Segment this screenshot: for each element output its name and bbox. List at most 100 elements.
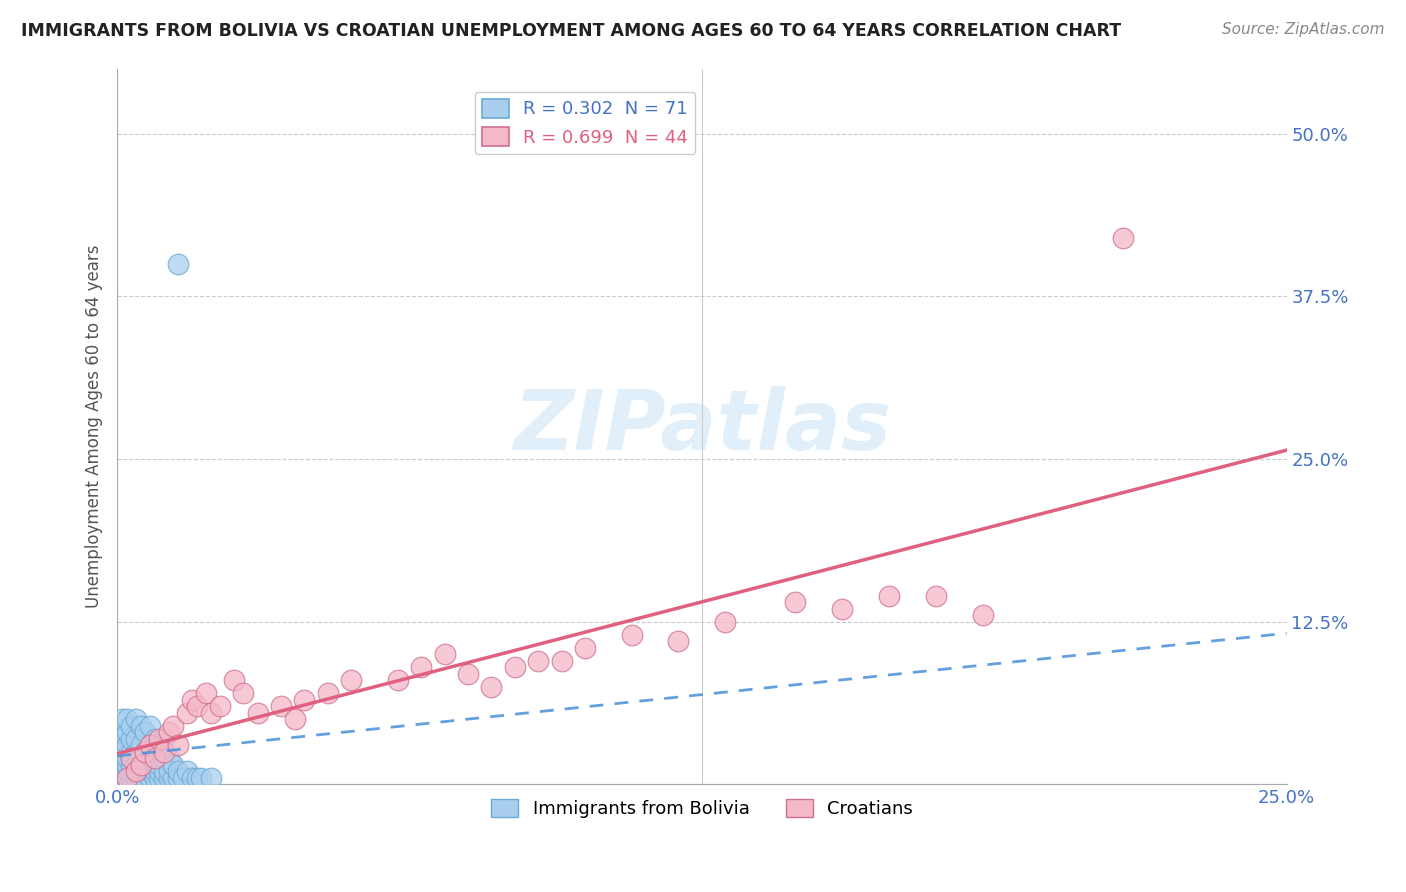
Point bbox=[129, 758, 152, 772]
Point bbox=[340, 673, 363, 688]
Point bbox=[148, 739, 170, 753]
Point bbox=[186, 771, 208, 785]
Point bbox=[120, 771, 142, 785]
Point bbox=[115, 771, 138, 785]
Point bbox=[125, 764, 148, 779]
Point bbox=[162, 771, 184, 785]
Point bbox=[115, 764, 138, 779]
Point bbox=[316, 686, 339, 700]
Point bbox=[111, 751, 134, 765]
Point bbox=[181, 693, 204, 707]
Point bbox=[120, 758, 142, 772]
Point bbox=[200, 771, 222, 785]
Point bbox=[134, 745, 156, 759]
Y-axis label: Unemployment Among Ages 60 to 64 years: Unemployment Among Ages 60 to 64 years bbox=[86, 244, 103, 608]
Point bbox=[111, 712, 134, 726]
Point bbox=[167, 771, 190, 785]
Point bbox=[120, 751, 142, 765]
Point bbox=[111, 725, 134, 739]
Point bbox=[157, 771, 180, 785]
Point bbox=[925, 589, 948, 603]
Point bbox=[143, 764, 166, 779]
Point bbox=[125, 745, 148, 759]
Point bbox=[148, 758, 170, 772]
Point bbox=[714, 615, 737, 629]
Point bbox=[195, 686, 218, 700]
Point bbox=[143, 731, 166, 746]
Point bbox=[139, 719, 162, 733]
Point bbox=[120, 731, 142, 746]
Point bbox=[785, 595, 807, 609]
Point bbox=[1112, 231, 1135, 245]
Point bbox=[125, 712, 148, 726]
Point bbox=[111, 771, 134, 785]
Point bbox=[139, 764, 162, 779]
Point bbox=[292, 693, 315, 707]
Point bbox=[115, 758, 138, 772]
Point bbox=[167, 739, 190, 753]
Point bbox=[143, 751, 166, 765]
Point bbox=[111, 764, 134, 779]
Point bbox=[129, 771, 152, 785]
Point bbox=[246, 706, 269, 720]
Point bbox=[176, 764, 198, 779]
Point bbox=[433, 647, 456, 661]
Point bbox=[972, 608, 994, 623]
Point bbox=[143, 751, 166, 765]
Point bbox=[129, 739, 152, 753]
Point bbox=[115, 739, 138, 753]
Point bbox=[125, 758, 148, 772]
Point bbox=[111, 739, 134, 753]
Point bbox=[831, 601, 853, 615]
Point bbox=[148, 764, 170, 779]
Point bbox=[479, 680, 502, 694]
Point bbox=[457, 666, 479, 681]
Point bbox=[527, 654, 550, 668]
Point bbox=[134, 764, 156, 779]
Point bbox=[411, 660, 433, 674]
Point bbox=[550, 654, 572, 668]
Point bbox=[232, 686, 254, 700]
Point bbox=[120, 764, 142, 779]
Point bbox=[157, 725, 180, 739]
Point bbox=[153, 731, 176, 746]
Text: ZIPatlas: ZIPatlas bbox=[513, 386, 891, 467]
Point bbox=[115, 712, 138, 726]
Point bbox=[574, 640, 596, 655]
Point bbox=[200, 706, 222, 720]
Point bbox=[125, 771, 148, 785]
Point bbox=[139, 739, 162, 753]
Point bbox=[120, 751, 142, 765]
Point bbox=[153, 751, 176, 765]
Point bbox=[668, 634, 690, 648]
Point bbox=[162, 758, 184, 772]
Point bbox=[157, 764, 180, 779]
Point bbox=[134, 771, 156, 785]
Point bbox=[167, 257, 190, 271]
Point bbox=[190, 771, 212, 785]
Point bbox=[143, 771, 166, 785]
Point bbox=[153, 771, 176, 785]
Point bbox=[284, 712, 307, 726]
Point bbox=[176, 706, 198, 720]
Point bbox=[186, 699, 208, 714]
Text: IMMIGRANTS FROM BOLIVIA VS CROATIAN UNEMPLOYMENT AMONG AGES 60 TO 64 YEARS CORRE: IMMIGRANTS FROM BOLIVIA VS CROATIAN UNEM… bbox=[21, 22, 1121, 40]
Point bbox=[111, 731, 134, 746]
Point bbox=[111, 745, 134, 759]
Point bbox=[162, 719, 184, 733]
Point bbox=[172, 771, 194, 785]
Legend: Immigrants from Bolivia, Croatians: Immigrants from Bolivia, Croatians bbox=[484, 792, 920, 825]
Point bbox=[115, 725, 138, 739]
Point bbox=[148, 731, 170, 746]
Text: Source: ZipAtlas.com: Source: ZipAtlas.com bbox=[1222, 22, 1385, 37]
Point bbox=[115, 771, 138, 785]
Point bbox=[129, 758, 152, 772]
Point bbox=[134, 745, 156, 759]
Point bbox=[111, 758, 134, 772]
Point bbox=[120, 745, 142, 759]
Point bbox=[134, 758, 156, 772]
Point bbox=[139, 751, 162, 765]
Point bbox=[503, 660, 526, 674]
Point bbox=[129, 764, 152, 779]
Point bbox=[115, 751, 138, 765]
